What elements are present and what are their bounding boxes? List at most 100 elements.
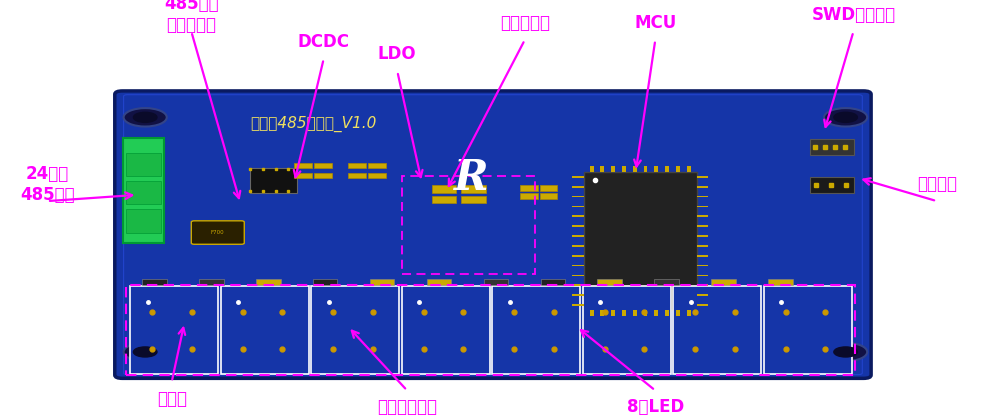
Bar — [402, 176, 535, 274]
Bar — [600, 166, 604, 172]
Bar — [572, 294, 584, 296]
Text: LDO: LDO — [378, 46, 417, 63]
Bar — [461, 196, 486, 203]
Bar — [654, 166, 658, 172]
Bar — [126, 181, 161, 204]
Bar — [584, 172, 697, 310]
Bar — [221, 286, 308, 374]
Bar — [687, 166, 691, 172]
Bar — [697, 285, 708, 286]
Bar — [622, 166, 626, 172]
Bar — [590, 166, 594, 172]
Bar — [484, 279, 508, 285]
Bar — [572, 215, 584, 217]
FancyBboxPatch shape — [115, 91, 871, 378]
Bar — [600, 310, 604, 316]
FancyBboxPatch shape — [191, 221, 244, 244]
Bar — [810, 139, 854, 155]
Text: 24供电
485接口: 24供电 485接口 — [20, 165, 75, 204]
Bar — [622, 310, 626, 316]
Bar — [520, 193, 538, 199]
Bar — [810, 177, 854, 193]
Circle shape — [824, 343, 867, 361]
Bar — [572, 274, 584, 276]
Circle shape — [824, 108, 867, 127]
Bar — [461, 185, 486, 193]
Bar — [697, 206, 708, 207]
Text: 8位LED: 8位LED — [627, 398, 684, 416]
Bar — [126, 210, 161, 233]
Bar — [427, 279, 451, 285]
Bar — [520, 185, 538, 191]
Text: 485接口
带自动收发: 485接口 带自动收发 — [164, 0, 219, 34]
Bar — [697, 245, 708, 247]
Bar — [572, 255, 584, 256]
Bar — [130, 286, 218, 374]
Bar — [294, 163, 312, 168]
Text: SWD下载接口: SWD下载接口 — [811, 6, 896, 23]
Bar — [348, 163, 366, 168]
Circle shape — [834, 347, 857, 357]
Bar — [572, 285, 584, 286]
Bar — [611, 310, 615, 316]
Text: 范反插: 范反插 — [157, 390, 186, 408]
Text: R: R — [453, 157, 489, 199]
Bar — [687, 310, 691, 316]
Bar — [348, 173, 366, 178]
Circle shape — [124, 343, 167, 361]
Bar — [644, 310, 647, 316]
Bar — [697, 235, 708, 237]
Text: 自恢复保险丝: 自恢复保险丝 — [377, 398, 438, 416]
Bar — [674, 286, 761, 374]
Bar — [312, 286, 399, 374]
Bar — [199, 279, 224, 285]
Circle shape — [834, 112, 857, 122]
Circle shape — [133, 347, 157, 357]
Text: 调试接口: 调试接口 — [917, 176, 956, 193]
Bar — [572, 225, 584, 227]
Circle shape — [133, 112, 157, 122]
Bar — [764, 286, 852, 374]
Bar — [314, 163, 332, 168]
Bar — [697, 304, 708, 306]
Bar — [370, 279, 394, 285]
Bar — [697, 176, 708, 178]
Bar — [697, 294, 708, 296]
Bar — [676, 166, 680, 172]
Bar — [541, 279, 565, 285]
Bar — [633, 166, 637, 172]
Bar — [294, 173, 312, 178]
Text: 电源指示灯: 电源指示灯 — [500, 14, 549, 32]
Bar — [313, 279, 337, 285]
Bar — [572, 245, 584, 247]
Bar — [540, 193, 557, 199]
Bar — [697, 265, 708, 266]
Bar — [540, 185, 557, 191]
Bar — [697, 215, 708, 217]
Bar — [314, 173, 332, 178]
Bar — [597, 279, 622, 285]
Bar — [492, 286, 580, 374]
Bar — [572, 235, 584, 237]
Bar — [572, 206, 584, 207]
Bar — [697, 255, 708, 256]
Bar — [654, 279, 679, 285]
Bar — [256, 279, 281, 285]
Bar — [368, 163, 386, 168]
Bar — [572, 176, 584, 178]
Bar — [590, 310, 594, 316]
Text: F700: F700 — [211, 230, 225, 235]
Bar — [676, 310, 680, 316]
Bar — [665, 166, 669, 172]
Bar — [768, 279, 793, 285]
Bar — [432, 185, 456, 193]
Bar — [665, 310, 669, 316]
Text: 工业级485进度条_V1.0: 工业级485进度条_V1.0 — [250, 116, 377, 132]
Bar — [644, 166, 647, 172]
Bar — [697, 196, 708, 197]
Bar — [250, 168, 297, 193]
Bar — [711, 279, 736, 285]
Bar — [572, 186, 584, 188]
Bar — [126, 153, 161, 176]
Bar — [611, 166, 615, 172]
